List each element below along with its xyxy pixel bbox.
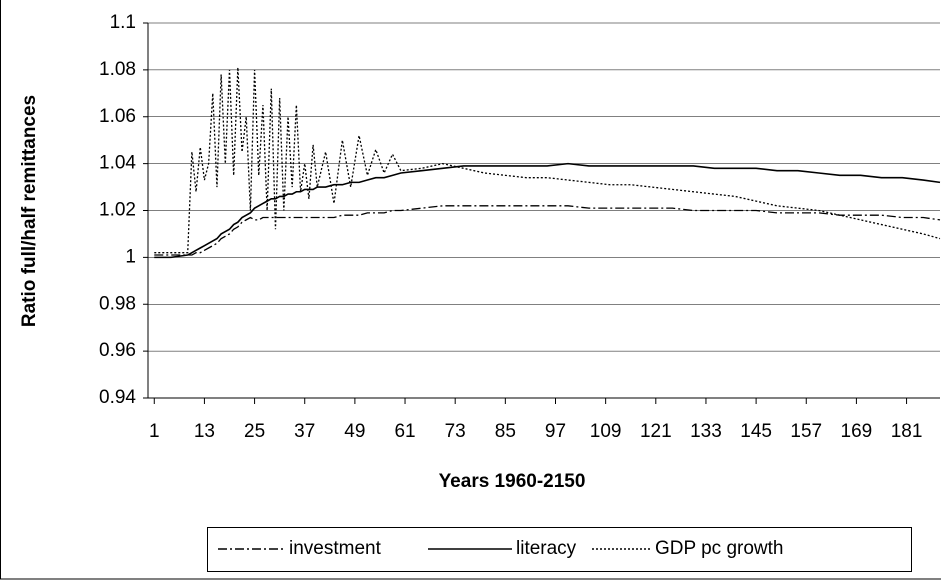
y-tick-label: 0.98 — [99, 293, 136, 314]
y-tick-label: 0.94 — [99, 387, 136, 408]
y-tick-label: 1 — [125, 246, 136, 267]
y-tick-label: 1.02 — [99, 200, 136, 221]
series-line — [154, 205, 941, 256]
x-tick-label: 109 — [590, 421, 622, 442]
x-tick-label: 85 — [495, 421, 516, 442]
series-line — [154, 162, 941, 259]
legend-label: literacy — [516, 538, 577, 559]
x-tick-label: 25 — [244, 421, 265, 442]
legend-box — [207, 527, 912, 572]
x-tick-label: 145 — [740, 421, 772, 442]
x-tick-label: 181 — [891, 421, 923, 442]
x-axis-title: Years 1960-2150 — [439, 471, 586, 492]
x-tick-label: 61 — [394, 421, 415, 442]
x-tick-label: 97 — [545, 421, 566, 442]
legend-label: investment — [289, 538, 382, 559]
x-tick-label: 13 — [194, 421, 215, 442]
y-tick-label: 0.96 — [99, 340, 136, 361]
x-tick-label: 1 — [149, 421, 160, 442]
y-tick-label: 1.04 — [99, 153, 136, 174]
x-tick-label: 121 — [640, 421, 672, 442]
x-tick-label: 157 — [790, 421, 822, 442]
legend-label: GDP pc growth — [655, 538, 783, 559]
y-tick-label: 1.06 — [99, 106, 136, 127]
x-tick-label: 169 — [841, 421, 873, 442]
y-axis-title: Ratio full/half remittances — [19, 95, 40, 327]
x-tick-label: 73 — [445, 421, 466, 442]
series-line — [154, 67, 941, 254]
x-tick-label: 133 — [690, 421, 722, 442]
x-tick-label: 49 — [344, 421, 365, 442]
x-tick-label: 37 — [294, 421, 315, 442]
y-tick-label: 1.1 — [110, 12, 136, 33]
y-tick-label: 1.08 — [99, 59, 136, 80]
